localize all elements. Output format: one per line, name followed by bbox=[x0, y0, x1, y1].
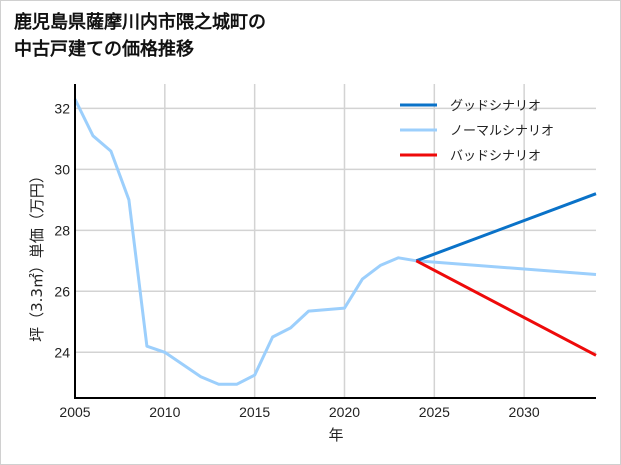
x-tick-label: 2030 bbox=[509, 404, 540, 420]
title-line-2: 中古戸建ての価格推移 bbox=[14, 39, 194, 60]
series-line bbox=[415, 259, 597, 357]
x-axis-label: 年 bbox=[328, 426, 343, 444]
y-tick-label: 24 bbox=[54, 344, 70, 360]
x-tick-label: 2015 bbox=[239, 404, 270, 420]
x-tick-label: 2020 bbox=[329, 404, 360, 420]
x-tick-label: 2025 bbox=[419, 404, 450, 420]
x-tick-label: 2010 bbox=[149, 404, 180, 420]
axes bbox=[74, 84, 596, 399]
x-tick-label: 2005 bbox=[59, 404, 90, 420]
legend-label: ノーマルシナリオ bbox=[450, 124, 554, 139]
y-axis-label: 坪（3.3㎡）単価（万円） bbox=[28, 168, 46, 342]
y-tick-label: 28 bbox=[54, 222, 70, 238]
data-series bbox=[73, 98, 597, 386]
chart-title: 鹿児島県薩摩川内市隈之城町の 中古戸建ての価格推移 bbox=[14, 9, 266, 63]
y-tick-label: 30 bbox=[54, 161, 70, 177]
legend-label: グッドシナリオ bbox=[450, 99, 541, 114]
y-tick-label: 32 bbox=[54, 100, 70, 116]
series-line bbox=[73, 98, 597, 386]
y-axis-ticks: 24 26 28 30 32 bbox=[54, 100, 70, 360]
title-line-1: 鹿児島県薩摩川内市隈之城町の bbox=[14, 12, 266, 33]
series-line bbox=[415, 192, 597, 263]
legend-label: バッドシナリオ bbox=[450, 149, 541, 164]
y-tick-label: 26 bbox=[54, 283, 70, 299]
x-axis-ticks: 2005 2010 2015 2020 2025 2030 bbox=[59, 404, 539, 420]
